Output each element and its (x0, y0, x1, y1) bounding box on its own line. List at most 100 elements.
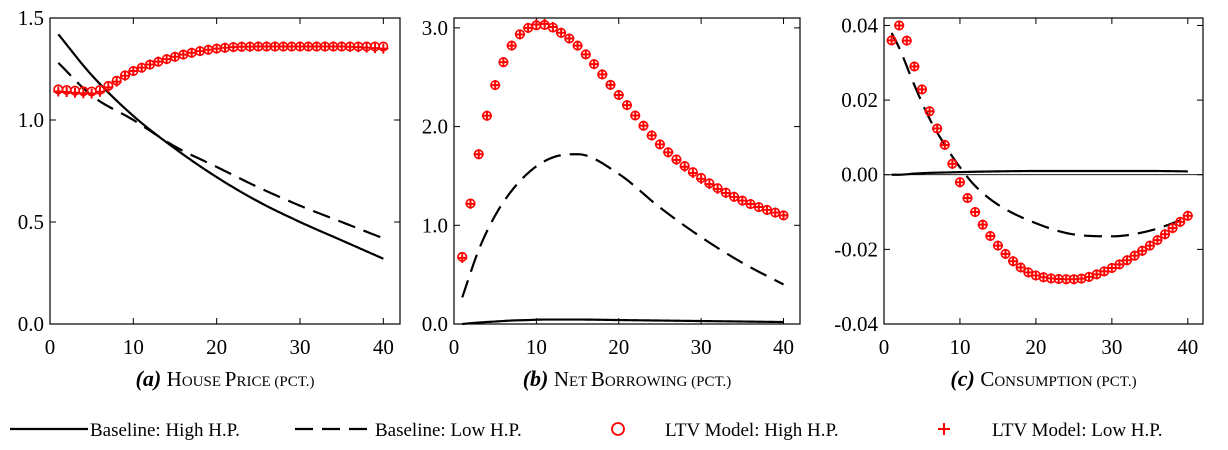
caption-smallcaps: OUSE (182, 374, 225, 390)
ltv-low-point (663, 147, 674, 158)
caption-initial: C (980, 367, 994, 391)
caption-initial: B (591, 367, 605, 391)
ltv-low-point (962, 193, 973, 204)
ltv-low-point (954, 177, 965, 188)
ltv-low-point (1137, 245, 1148, 256)
legend-label: LTV Model: Low H.P. (992, 420, 1163, 441)
series-baseline-low-line (890, 32, 1189, 238)
ltv-low-point (78, 88, 89, 99)
ltv-low-point (597, 69, 608, 80)
ltv-low-point (170, 51, 180, 62)
ltv-low-point (1084, 271, 1095, 282)
ltv-low-point (186, 47, 197, 58)
series-baseline-low-line (57, 62, 384, 240)
ltv-low-point (762, 204, 773, 215)
ltv-low-point (901, 35, 912, 46)
ltv-low-point (932, 123, 943, 134)
x-tick-label: 20 (1025, 335, 1046, 359)
legend-label: LTV Model: High H.P. (665, 420, 839, 441)
ltv-low-point (473, 149, 484, 160)
panel-consumption: 0 10 20 30 40 -0.04 -0.02 0.00 0.02 0.04 (c) CONSU… (834, 13, 1204, 391)
caption-letter: (a) (136, 366, 167, 391)
ltv-low-point (770, 207, 781, 218)
x-tick-label: 30 (290, 335, 311, 359)
ltv-low-point (992, 240, 1003, 251)
y-tick-label: 0.02 (841, 88, 878, 112)
x-tick-label: 20 (206, 335, 227, 359)
ltv-low-point (1160, 229, 1171, 240)
y-tick-label: -0.02 (834, 237, 878, 261)
caption-letter: (c) (950, 366, 980, 391)
ltv-low-point (605, 79, 616, 90)
ltv-low-point (161, 54, 172, 65)
ltv-low-point (737, 195, 748, 206)
ltv-low-point (457, 252, 468, 263)
x-tick-label: 10 (123, 335, 144, 359)
ltv-low-point (111, 76, 122, 87)
ltv-low-point (1106, 263, 1117, 274)
ltv-low-point (924, 106, 935, 117)
axes-frame (883, 17, 1204, 325)
ltv-low-point (704, 179, 715, 190)
ltv-low-point (1182, 210, 1193, 221)
ltv-low-point (638, 120, 649, 131)
x-tick-label: 0 (879, 335, 890, 359)
x-tick-label: 10 (949, 335, 970, 359)
series-baseline-high-line (891, 169, 1188, 176)
ltv-low-point (1175, 216, 1186, 227)
ltv-low-point (153, 56, 164, 67)
ltv-low-point (1076, 273, 1087, 284)
y-tick-label: 1.0 (18, 108, 44, 132)
ltv-low-point (53, 86, 64, 97)
x-tick-label: 20 (608, 335, 629, 359)
ltv-low-point (1152, 235, 1163, 246)
y-tick-label: 0.00 (841, 163, 878, 187)
ltv-low-point (622, 100, 632, 111)
legend-label: Baseline: Low H.P. (375, 420, 522, 441)
y-tick-label: 3.0 (422, 16, 448, 40)
series-baseline-low-line (461, 153, 785, 298)
y-tick-label: 1.5 (18, 6, 44, 30)
ltv-low-point (589, 59, 600, 70)
y-tick-label: 2.0 (422, 115, 448, 139)
ltv-low-point (1000, 248, 1011, 259)
ltv-low-point (1030, 270, 1041, 281)
ltv-low-point (203, 44, 214, 55)
ltv-low-point (613, 89, 624, 100)
legend-plus-swatch (938, 423, 950, 435)
caption-smallcaps: ORROWING (605, 374, 691, 390)
ltv-low-point (909, 61, 920, 72)
caption-unit: (PCT.) (274, 374, 314, 390)
ltv-low-point (120, 70, 130, 81)
x-tick-label: 0 (449, 335, 460, 359)
ltv-low-point (1122, 255, 1133, 266)
ltv-low-point (1099, 266, 1110, 277)
ltv-low-point (679, 161, 690, 172)
ltv-low-point (539, 18, 550, 29)
panel-caption: (b) NET BORROWING (PCT.) (523, 366, 732, 391)
panel-caption: (c) CONSUMPTION (PCT.) (950, 366, 1136, 391)
ltv-low-point (985, 231, 996, 242)
ltv-low-point (778, 210, 789, 221)
ltv-low-point (580, 49, 591, 60)
ltv-low-point (753, 202, 764, 213)
caption-unit: (PCT.) (691, 374, 731, 390)
caption-letter: (b) (523, 366, 554, 391)
ltv-low-point (646, 130, 657, 141)
ltv-low-point (303, 41, 314, 52)
caption-initial: H (167, 367, 182, 391)
ltv-low-point (630, 110, 641, 121)
y-tick-label: 0.04 (841, 13, 878, 37)
legend: Baseline: High H.P. Baseline: Low H.P. LTV… (10, 420, 1163, 441)
ltv-low-point (1144, 240, 1155, 251)
ltv-low-point (378, 43, 389, 54)
series-baseline-high-line (57, 33, 384, 260)
ltv-low-point (720, 188, 731, 199)
ltv-low-point (498, 57, 509, 68)
ltv-low-point (712, 183, 723, 194)
axes-frame (49, 17, 401, 325)
y-tick-label: 0.5 (18, 210, 44, 234)
caption-smallcaps: ET (569, 374, 591, 390)
ltv-low-point (970, 207, 981, 218)
